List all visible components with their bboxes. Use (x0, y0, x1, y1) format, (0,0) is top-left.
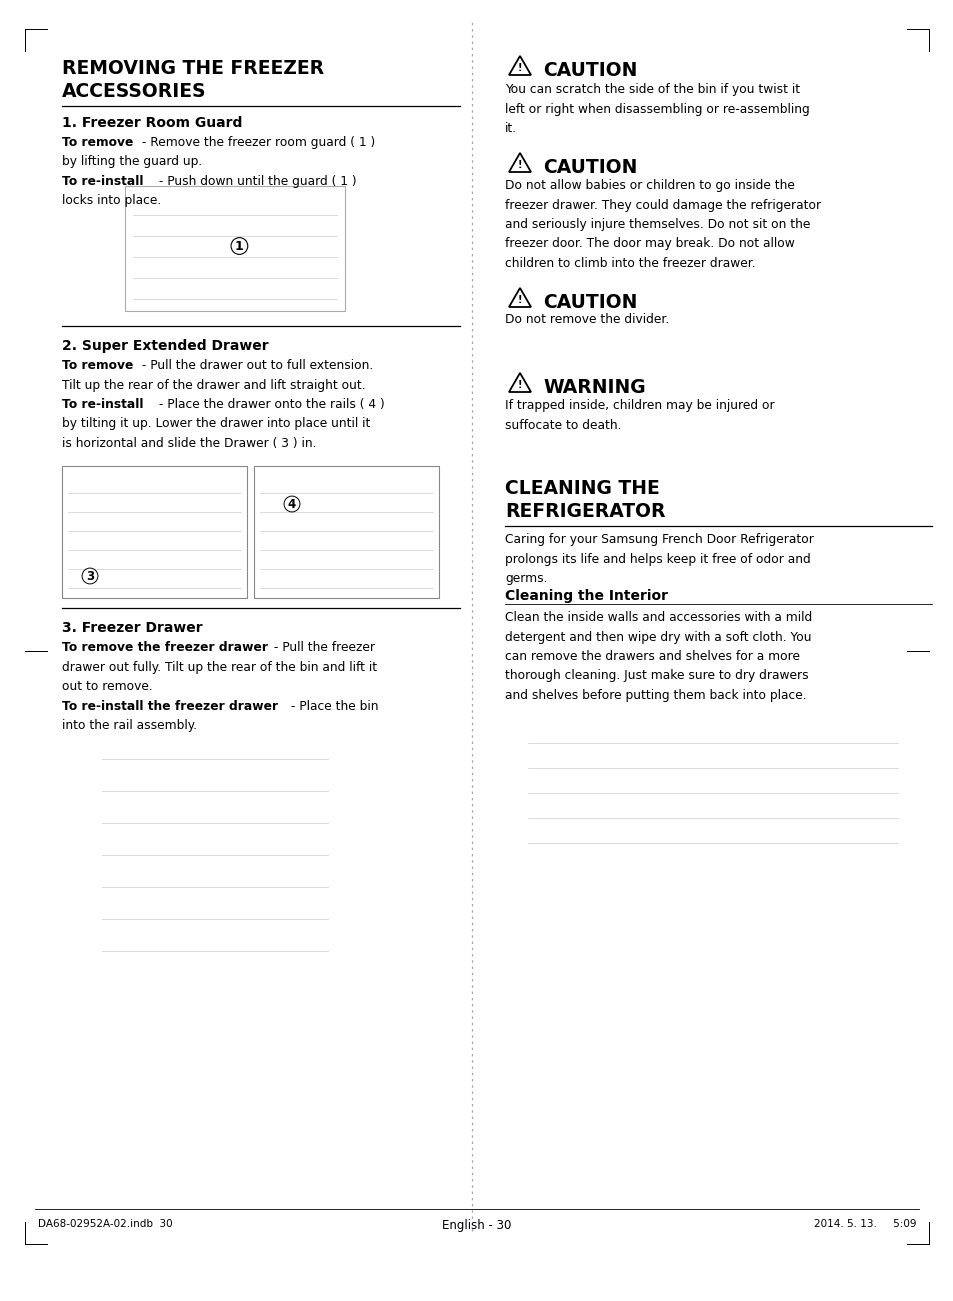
Text: drawer out fully. Tilt up the rear of the bin and lift it: drawer out fully. Tilt up the rear of th… (62, 661, 376, 674)
Text: CLEANING THE
REFRIGERATOR: CLEANING THE REFRIGERATOR (504, 479, 665, 520)
Text: !: ! (517, 160, 521, 170)
Text: thorough cleaning. Just make sure to dry drawers: thorough cleaning. Just make sure to dry… (504, 670, 808, 683)
Text: 4: 4 (288, 497, 295, 510)
Text: Do not allow babies or children to go inside the: Do not allow babies or children to go in… (504, 180, 794, 193)
Bar (253, 466, 438, 598)
Text: 3. Freezer Drawer: 3. Freezer Drawer (62, 621, 202, 635)
Text: children to climb into the freezer drawer.: children to climb into the freezer drawe… (504, 258, 755, 271)
Text: CAUTION: CAUTION (542, 293, 637, 312)
Text: REMOVING THE FREEZER
ACCESSORIES: REMOVING THE FREEZER ACCESSORIES (62, 59, 324, 100)
Text: by tilting it up. Lower the drawer into place until it: by tilting it up. Lower the drawer into … (62, 418, 370, 431)
Text: To remove: To remove (62, 359, 133, 372)
Text: freezer drawer. They could damage the refrigerator: freezer drawer. They could damage the re… (504, 199, 821, 212)
Text: locks into place.: locks into place. (62, 195, 161, 207)
Text: - Push down until the guard ( 1 ): - Push down until the guard ( 1 ) (154, 176, 356, 189)
Text: You can scratch the side of the bin if you twist it: You can scratch the side of the bin if y… (504, 83, 800, 96)
Text: !: ! (517, 380, 521, 390)
Bar (88, 696, 342, 967)
Bar (517, 696, 907, 857)
Text: To re-install the freezer drawer: To re-install the freezer drawer (62, 700, 278, 713)
Text: To re-install: To re-install (62, 176, 143, 189)
Text: into the rail assembly.: into the rail assembly. (62, 719, 197, 732)
Text: 3: 3 (86, 570, 94, 583)
Text: - Pull the freezer: - Pull the freezer (270, 641, 375, 654)
Text: WARNING: WARNING (542, 379, 645, 397)
Text: Tilt up the rear of the drawer and lift straight out.: Tilt up the rear of the drawer and lift … (62, 379, 365, 392)
Text: DA68-02952A-02.indb  30: DA68-02952A-02.indb 30 (38, 1219, 172, 1229)
Text: left or right when disassembling or re-assembling: left or right when disassembling or re-a… (504, 103, 809, 116)
Text: suffocate to death.: suffocate to death. (504, 419, 620, 432)
Bar (62, 466, 247, 598)
Text: - Pull the drawer out to full extension.: - Pull the drawer out to full extension. (137, 359, 373, 372)
Text: detergent and then wipe dry with a soft cloth. You: detergent and then wipe dry with a soft … (504, 631, 811, 644)
Text: 2014. 5. 13.     5:09: 2014. 5. 13. 5:09 (813, 1219, 915, 1229)
Text: freezer door. The door may break. Do not allow: freezer door. The door may break. Do not… (504, 238, 794, 251)
Text: !: ! (517, 62, 521, 73)
Text: germs.: germs. (504, 572, 547, 585)
Bar (125, 186, 345, 311)
Text: Caring for your Samsung French Door Refrigerator: Caring for your Samsung French Door Refr… (504, 533, 813, 546)
Text: Cleaning the Interior: Cleaning the Interior (504, 589, 667, 602)
Text: If trapped inside, children may be injured or: If trapped inside, children may be injur… (504, 399, 774, 412)
Text: !: ! (517, 295, 521, 304)
Text: 2. Super Extended Drawer: 2. Super Extended Drawer (62, 340, 269, 353)
Text: Do not remove the divider.: Do not remove the divider. (504, 314, 669, 327)
Text: by lifting the guard up.: by lifting the guard up. (62, 156, 202, 169)
Text: 1: 1 (234, 239, 244, 252)
Text: prolongs its life and helps keep it free of odor and: prolongs its life and helps keep it free… (504, 553, 810, 566)
Text: - Place the bin: - Place the bin (287, 700, 378, 713)
Text: is horizontal and slide the Drawer ( 3 ) in.: is horizontal and slide the Drawer ( 3 )… (62, 437, 316, 450)
Text: - Remove the freezer room guard ( 1 ): - Remove the freezer room guard ( 1 ) (137, 137, 375, 150)
Text: and shelves before putting them back into place.: and shelves before putting them back int… (504, 690, 806, 703)
Text: can remove the drawers and shelves for a more: can remove the drawers and shelves for a… (504, 650, 800, 664)
Text: 1. Freezer Room Guard: 1. Freezer Room Guard (62, 116, 242, 130)
Text: To remove: To remove (62, 137, 133, 150)
Text: - Place the drawer onto the rails ( 4 ): - Place the drawer onto the rails ( 4 ) (154, 398, 384, 411)
Text: CAUTION: CAUTION (542, 61, 637, 79)
Text: CAUTION: CAUTION (542, 157, 637, 177)
Text: Clean the inside walls and accessories with a mild: Clean the inside walls and accessories w… (504, 611, 811, 624)
Text: To re-install: To re-install (62, 398, 143, 411)
Text: it.: it. (504, 122, 517, 135)
Text: out to remove.: out to remove. (62, 680, 152, 693)
Text: and seriously injure themselves. Do not sit on the: and seriously injure themselves. Do not … (504, 219, 809, 232)
Text: English - 30: English - 30 (442, 1219, 511, 1232)
Text: To remove the freezer drawer: To remove the freezer drawer (62, 641, 268, 654)
